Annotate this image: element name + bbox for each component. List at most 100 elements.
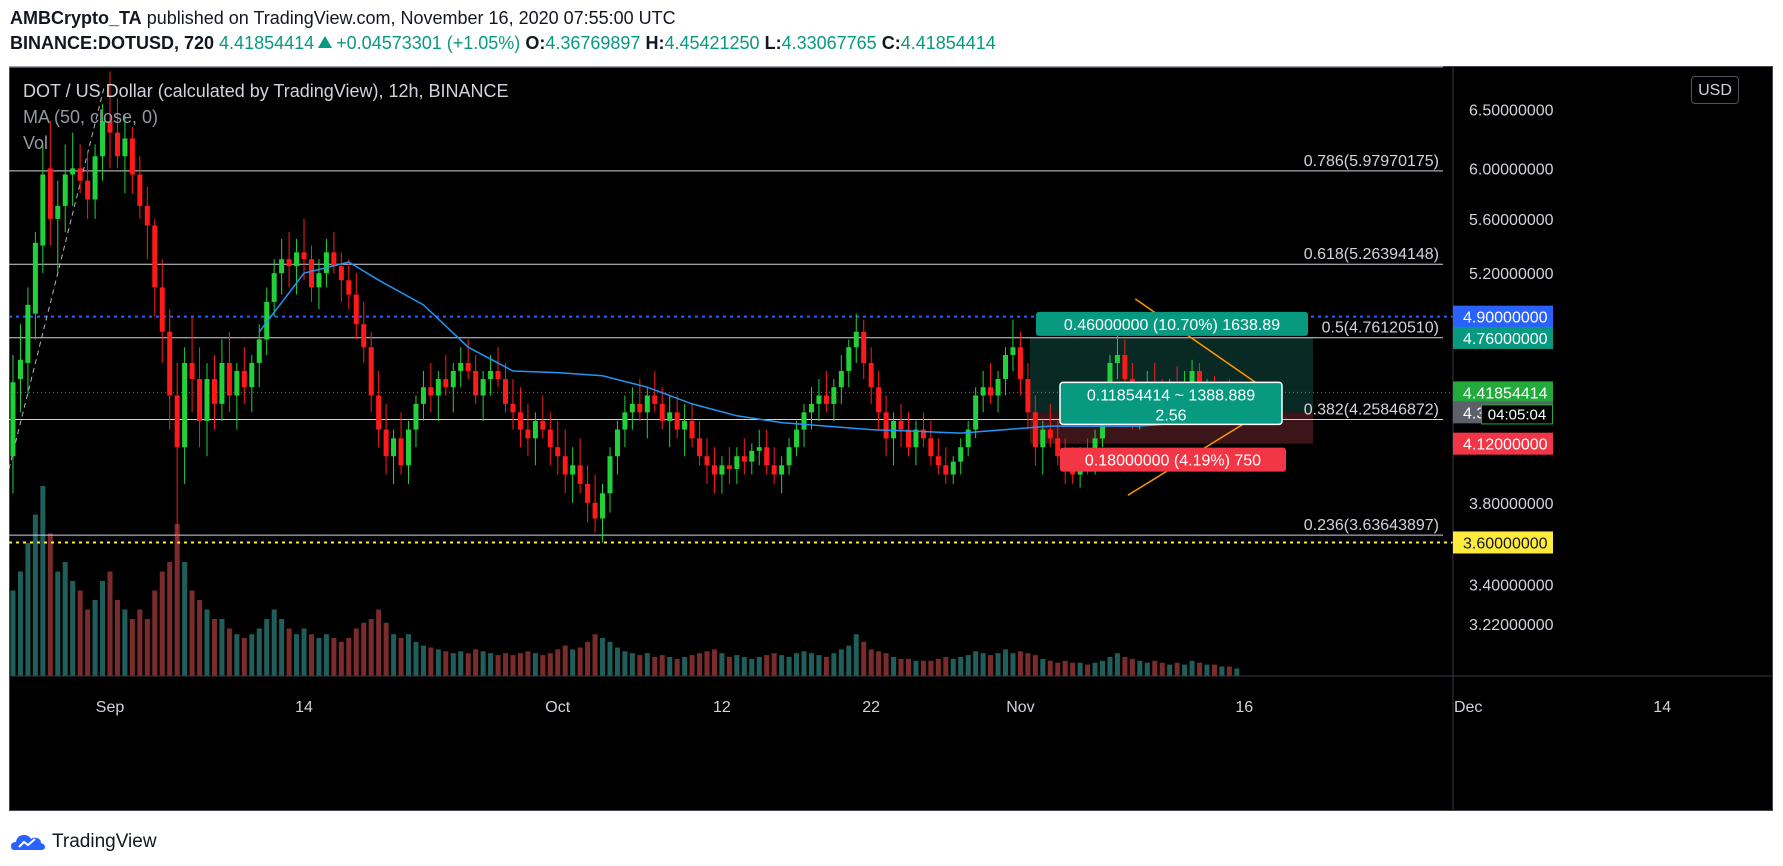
candle-body [443, 379, 449, 388]
volume-bar [697, 653, 703, 676]
candle-body [249, 362, 255, 388]
last-price: 4.41854414 [219, 33, 315, 53]
candle-body [1189, 370, 1195, 383]
price-tick-label: 3.22000000 [1469, 617, 1554, 634]
candle-body [398, 438, 404, 466]
candle-body [846, 347, 852, 371]
volume-bar [174, 524, 180, 676]
position-labels-layer: 0.46000000 (10.70%) 1638.89 0.11854414 ~ … [1036, 311, 1308, 472]
author-name[interactable]: AMBCrypto_TA [10, 8, 142, 28]
legend-title[interactable]: DOT / US Dollar (calculated by TradingVi… [23, 81, 509, 101]
candle-body [100, 121, 106, 157]
candle-body [428, 387, 434, 396]
candle-body [353, 294, 359, 325]
candle-body [682, 420, 688, 430]
candle-body [629, 403, 635, 413]
candle-body [734, 456, 740, 469]
price-tick-label: 5.20000000 [1469, 266, 1554, 283]
candle-body [55, 205, 61, 219]
volume-bar [749, 658, 755, 676]
candle-body [294, 252, 300, 267]
fib-trendline [9, 87, 105, 471]
volume-bar [689, 655, 695, 676]
volume-bar [950, 658, 956, 676]
candle-body [17, 359, 23, 380]
volume-bar [107, 571, 113, 676]
volume-bar [159, 571, 165, 676]
volume-bar [719, 653, 725, 676]
volume-bar [980, 653, 986, 676]
horizontal-lines-layer [9, 87, 1453, 544]
legend-ma[interactable]: MA (50, close, 0) [23, 107, 159, 127]
volume-bar [1226, 666, 1232, 676]
candle-body [585, 483, 591, 503]
volume-bar [1047, 660, 1053, 676]
volume-bar [1211, 664, 1217, 676]
volume-bar [398, 638, 404, 676]
volume-bar [55, 571, 61, 676]
volume-bar [25, 543, 31, 676]
volume-bar [786, 657, 792, 676]
volume-bar [570, 649, 576, 676]
volume-bar [726, 657, 732, 676]
volume-bar [1077, 662, 1083, 676]
risk-reward-label: 2.56 [1155, 407, 1186, 424]
candle-body [47, 168, 53, 219]
open-value: 4.36769897 [545, 33, 641, 53]
volume-bar [1182, 664, 1188, 676]
candle-body [891, 420, 897, 439]
volume-bar [1167, 664, 1173, 676]
volume-bar [256, 628, 262, 676]
candle-body [368, 347, 374, 396]
candle-body [540, 420, 546, 430]
volume-bar [891, 657, 897, 676]
candle-body [1122, 355, 1128, 380]
volume-bar [1174, 662, 1180, 676]
volume-bar [92, 600, 98, 676]
volume-bar [622, 651, 628, 676]
volume-bar [458, 651, 464, 676]
volume-bar [585, 641, 591, 676]
volume-bar [935, 658, 941, 676]
candle-body [406, 429, 411, 466]
low-label: L: [764, 33, 782, 53]
low-value: 4.33067765 [781, 33, 877, 53]
volume-bar [644, 653, 650, 676]
volume-bar [10, 590, 16, 676]
price-tick-label: 3.80000000 [1469, 496, 1554, 513]
candle-body [980, 387, 986, 396]
candle-body [973, 395, 979, 430]
time-tick-label: Sep [96, 699, 125, 716]
candle-body [861, 331, 867, 363]
candle-body [159, 287, 165, 332]
publish-header: AMBCrypto_TA published on TradingView.co… [10, 6, 1770, 56]
currency-button[interactable]: USD [1691, 76, 1739, 104]
candle-body [614, 429, 620, 457]
candle-body [204, 379, 210, 421]
volume-bar [1025, 653, 1031, 676]
candle-body [1047, 429, 1053, 439]
open-label: O: [525, 33, 546, 53]
candle-body [465, 362, 471, 371]
legend-vol[interactable]: Vol [23, 133, 49, 153]
volume-bar [406, 634, 411, 676]
candle-body [667, 412, 673, 421]
up-arrow-icon [318, 36, 333, 48]
volume-bar [428, 647, 434, 676]
volume-bar [32, 514, 38, 676]
volume-bar [637, 655, 643, 676]
candle-body [764, 447, 770, 466]
candle-body [107, 121, 113, 133]
volume-bar [562, 645, 568, 676]
price-chart[interactable]: 1(6.89144456)0.786(5.97970175)0.618(5.26… [9, 66, 1773, 811]
volume-bar [920, 660, 926, 676]
candle-body [301, 252, 307, 260]
tradingview-cloud-icon [11, 835, 45, 850]
volume-bar [271, 609, 277, 676]
candle-body [607, 456, 613, 494]
candle-body [279, 259, 285, 274]
brand-name[interactable]: TradingView [52, 831, 157, 852]
volume-bar [1204, 664, 1210, 676]
volume-bar [1070, 662, 1076, 676]
publish-info: published on TradingView.com, November 1… [146, 8, 676, 28]
